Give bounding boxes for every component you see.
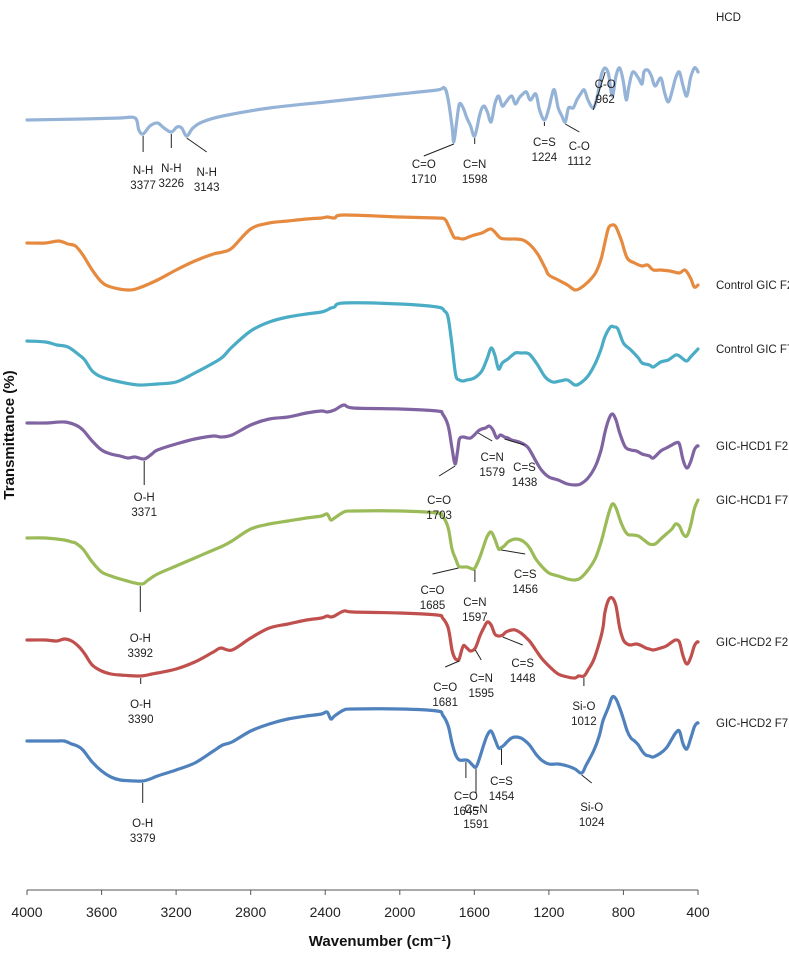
annotation-text-hcd1f7-cn-1597-0: C=N xyxy=(463,597,486,609)
annotation-text-hcd2f2-cn-1595-1: 1595 xyxy=(469,688,495,700)
series-label-gic-hcd2-f7: GIC-HCD2 F7 xyxy=(716,718,788,730)
x-axis: 4000 3600 3200 2800 2400 2000 1600 1200 800 400 xyxy=(11,889,710,920)
annotation-text-hcd2f2-co-1681-0: C=O xyxy=(433,682,457,694)
annotation-text-hcd-co-1710-1: 1710 xyxy=(411,174,437,186)
annotation-text-hcd-nh-3143-0: N-H xyxy=(196,167,216,179)
x-tick-label-2000: 2000 xyxy=(384,904,415,920)
annotation-text-hcd-nh-3143-1: 3143 xyxy=(194,182,220,194)
annotation-text-hcd2f7-oh-3379-1: 3379 xyxy=(130,833,156,845)
annotation-text-hcd1f7-co-1685-1: 1685 xyxy=(420,600,446,612)
x-axis-title: Wavenumber (cm⁻¹) xyxy=(309,933,451,950)
annotation-leader-hcd2f7-sio-1024 xyxy=(581,774,593,784)
annotation-text-hcd2f2-co-1681-1: 1681 xyxy=(432,697,458,709)
annotation-leader-hcd1f2-cn-1579 xyxy=(477,432,493,442)
annotation-leader-hcd-nh-3143 xyxy=(186,137,207,153)
annotation-text-hcd-cn-1598-0: C=N xyxy=(463,159,486,171)
annotation-text-hcd2f7-oh-3379-0: O-H xyxy=(132,818,153,830)
series-label-hcd: HCD xyxy=(716,12,741,24)
annotation-text-hcd-co-962-0: C-O xyxy=(595,79,616,91)
annotation-text-hcd-nh-3377-0: N-H xyxy=(133,165,153,177)
annotation-leader-hcd-co-1112 xyxy=(565,123,580,133)
x-tick-label-3200: 3200 xyxy=(161,904,192,920)
annotation-leader-hcd1f2-cs-1438 xyxy=(504,438,525,446)
annotation-text-hcd2f2-oh-3390-0: O-H xyxy=(130,699,151,711)
annotation-text-hcd-co-1112-0: C-O xyxy=(569,141,590,153)
annotation-text-hcd2f2-sio-1012-0: Si-O xyxy=(572,701,595,713)
annotation-text-hcd2f7-co-1645-0: C=O xyxy=(454,791,478,803)
annotation-leader-hcd-co-962 xyxy=(592,71,606,111)
series-label-gic-hcd1-f2: GIC-HCD1 F2 xyxy=(716,441,788,453)
spectra-layer xyxy=(25,66,700,783)
annotation-text-hcd2f7-cs-1454-0: C=S xyxy=(490,776,513,788)
annotation-text-hcd1f7-cn-1597-1: 1597 xyxy=(462,612,488,624)
series-line-gic-hcd2-f2 xyxy=(25,595,700,680)
series-label-control-gic-f2: Control GIC F2 xyxy=(716,280,789,292)
annotation-text-hcd1f2-co-1703-0: C=O xyxy=(427,495,451,507)
annotation-leader-hcd2f2-co-1681 xyxy=(445,660,460,668)
annotation-text-hcd1f2-cs-1438-0: C=S xyxy=(513,462,536,474)
series-label-gic-hcd2-f2: GIC-HCD2 F2 xyxy=(716,637,788,649)
x-tick-label-1600: 1600 xyxy=(459,904,490,920)
series-line-gic-hcd1-f7 xyxy=(25,498,700,586)
annotation-text-hcd-nh-3226-0: N-H xyxy=(161,163,181,175)
annotation-text-hcd2f2-sio-1012-1: 1012 xyxy=(571,716,597,728)
x-tick-label-4000: 4000 xyxy=(11,904,42,920)
annotation-text-hcd1f7-cs-1456-0: C=S xyxy=(514,569,537,581)
annotation-text-hcd-nh-3226-1: 3226 xyxy=(159,178,185,190)
series-label-control-gic-f7: Control GIC F7 xyxy=(716,344,789,356)
annotation-text-hcd1f2-cs-1438-1: 1438 xyxy=(512,477,538,489)
x-tick-label-2800: 2800 xyxy=(235,904,266,920)
annotation-leader-hcd1f7-cs-1456 xyxy=(501,549,526,555)
series-line-gic-hcd2-f7 xyxy=(25,694,700,783)
annotation-text-hcd2f2-cs-1448-0: C=S xyxy=(511,658,534,670)
series-line-control-gic-f7 xyxy=(25,301,700,387)
annotation-text-hcd2f2-cn-1595-0: C=N xyxy=(470,673,493,685)
annotation-text-hcd2f7-cn-1591-0: C=N xyxy=(464,804,487,816)
annotation-text-hcd-nh-3377-1: 3377 xyxy=(130,180,156,192)
series-line-hcd xyxy=(25,66,700,144)
annotation-leader-hcd1f7-co-1685 xyxy=(432,567,459,575)
annotation-text-hcd2f2-oh-3390-1: 3390 xyxy=(128,714,154,726)
series-labels: HCD Control GIC F2 Control GIC F7 GIC-HCD1 … xyxy=(716,12,789,730)
annotation-text-hcd2f7-sio-1024-1: 1024 xyxy=(579,817,605,829)
y-axis-title: Transmittance (%) xyxy=(1,370,18,499)
series-line-gic-hcd1-f2 xyxy=(25,403,700,487)
annotation-text-hcd-cs-1224-0: C=S xyxy=(533,137,556,149)
annotation-text-hcd1f2-cn-1579-1: 1579 xyxy=(479,467,505,479)
annotation-text-hcd1f2-cn-1579-0: C=N xyxy=(481,452,504,464)
x-tick-label-2400: 2400 xyxy=(310,904,341,920)
series-line-control-gic-f2 xyxy=(25,213,700,292)
annotation-leader-hcd-co-1710 xyxy=(423,143,454,157)
annotation-text-hcd1f7-cs-1456-1: 1456 xyxy=(512,584,538,596)
annotation-text-hcd2f7-sio-1024-0: Si-O xyxy=(580,802,603,814)
annotation-text-hcd1f7-co-1685-0: C=O xyxy=(421,585,445,597)
x-tick-label-1200: 1200 xyxy=(533,904,564,920)
annotation-text-hcd1f2-co-1703-1: 1703 xyxy=(426,510,452,522)
series-label-gic-hcd1-f7: GIC-HCD1 F7 xyxy=(716,495,788,507)
annotation-text-hcd2f7-co-1645-1: 1645 xyxy=(453,806,479,818)
annotation-text-hcd1f7-oh-3392-0: O-H xyxy=(130,633,151,645)
annotation-text-hcd1f2-oh-3371-1: 3371 xyxy=(131,507,157,519)
annotation-leader-hcd1f2-co-1703 xyxy=(438,465,456,477)
x-tick-label-400: 400 xyxy=(686,904,710,920)
annotation-text-hcd-co-1710-0: C=O xyxy=(412,159,436,171)
annotation-leader-hcd2f2-cs-1448 xyxy=(502,636,523,646)
annotation-text-hcd-cn-1598-1: 1598 xyxy=(462,174,488,186)
annotation-text-hcd-co-1112-1: 1112 xyxy=(567,156,591,168)
annotation-text-hcd-cs-1224-1: 1224 xyxy=(532,152,558,164)
peak-annotations: N-H 3377 N-H 3226 N-H 3143 C=O 1710 C=N 1598 C=S 12… xyxy=(128,71,616,845)
annotation-text-hcd-co-962-1: 962 xyxy=(596,94,615,106)
annotation-leader-hcd2f2-cn-1595 xyxy=(474,649,482,661)
x-tick-label-3600: 3600 xyxy=(86,904,117,920)
x-tick-label-800: 800 xyxy=(612,904,636,920)
annotation-text-hcd1f7-oh-3392-1: 3392 xyxy=(128,648,154,660)
annotation-text-hcd2f7-cs-1454-1: 1454 xyxy=(489,791,515,803)
annotation-text-hcd1f2-oh-3371-0: O-H xyxy=(134,492,155,504)
annotation-text-hcd2f2-cs-1448-1: 1448 xyxy=(510,673,536,685)
annotation-text-hcd2f7-cn-1591-1: 1591 xyxy=(463,819,489,831)
